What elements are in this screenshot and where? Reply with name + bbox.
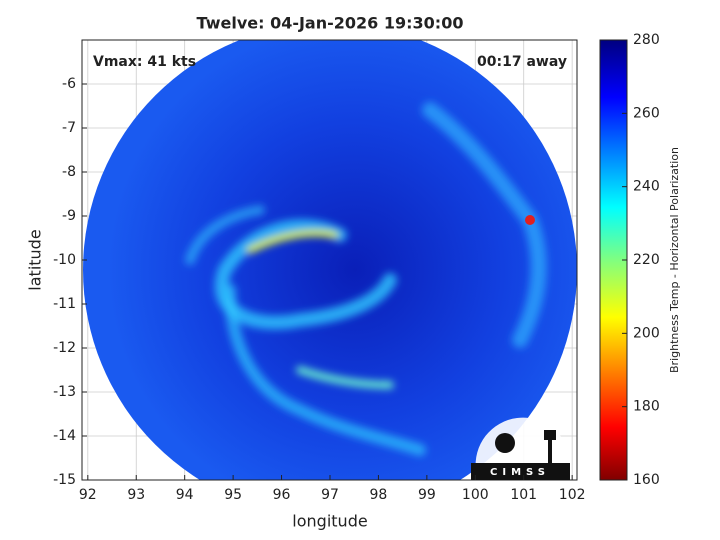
x-tick-label: 93 [127,487,145,503]
x-tick-label: 98 [370,487,388,503]
y-tick-label: -9 [62,208,76,224]
cimss-logo [471,417,570,480]
y-tick-label: -8 [62,164,76,180]
y-tick-label: -7 [62,120,76,136]
colorbar-tick-label: 260 [633,105,660,121]
x-tick-label: 100 [462,487,489,503]
satellite-image [83,40,577,480]
colorbar-tick-label: 180 [633,399,660,415]
colorbar-tick-label: 220 [633,252,660,268]
x-axis-label: longitude [292,512,367,531]
x-tick-label: 95 [224,487,242,503]
colorbar-tick-label: 160 [633,472,660,488]
title: Twelve: 04-Jan-2026 19:30:00 [197,14,464,33]
x-tick-label: 97 [321,487,339,503]
y-tick-label: -12 [53,340,76,356]
x-tick-label: 94 [176,487,194,503]
x-tick-label: 102 [559,487,586,503]
y-axis-label: latitude [26,229,45,290]
x-tick-label: 99 [418,487,436,503]
y-tick-label: -13 [53,384,76,400]
x-tick-label: 101 [510,487,537,503]
colorbar-tick-label: 240 [633,179,660,195]
y-tick-label: -11 [53,296,76,312]
x-tick-label: 92 [79,487,97,503]
logo-text: CIMSS [490,467,550,478]
colorbar-tick-label: 200 [633,325,660,341]
y-tick-label: -6 [62,76,76,92]
y-tick-label: -10 [53,252,76,268]
colorbar-tick-label: 280 [633,32,660,48]
time-away-label: 00:17 away [477,54,567,70]
colorbar-label: Brightness Temp - Horizontal Polarizatio… [668,147,681,373]
vmax-label: Vmax: 41 kts [93,54,196,70]
x-tick-label: 96 [273,487,291,503]
y-tick-label: -15 [53,472,76,488]
y-tick-label: -14 [53,428,76,444]
